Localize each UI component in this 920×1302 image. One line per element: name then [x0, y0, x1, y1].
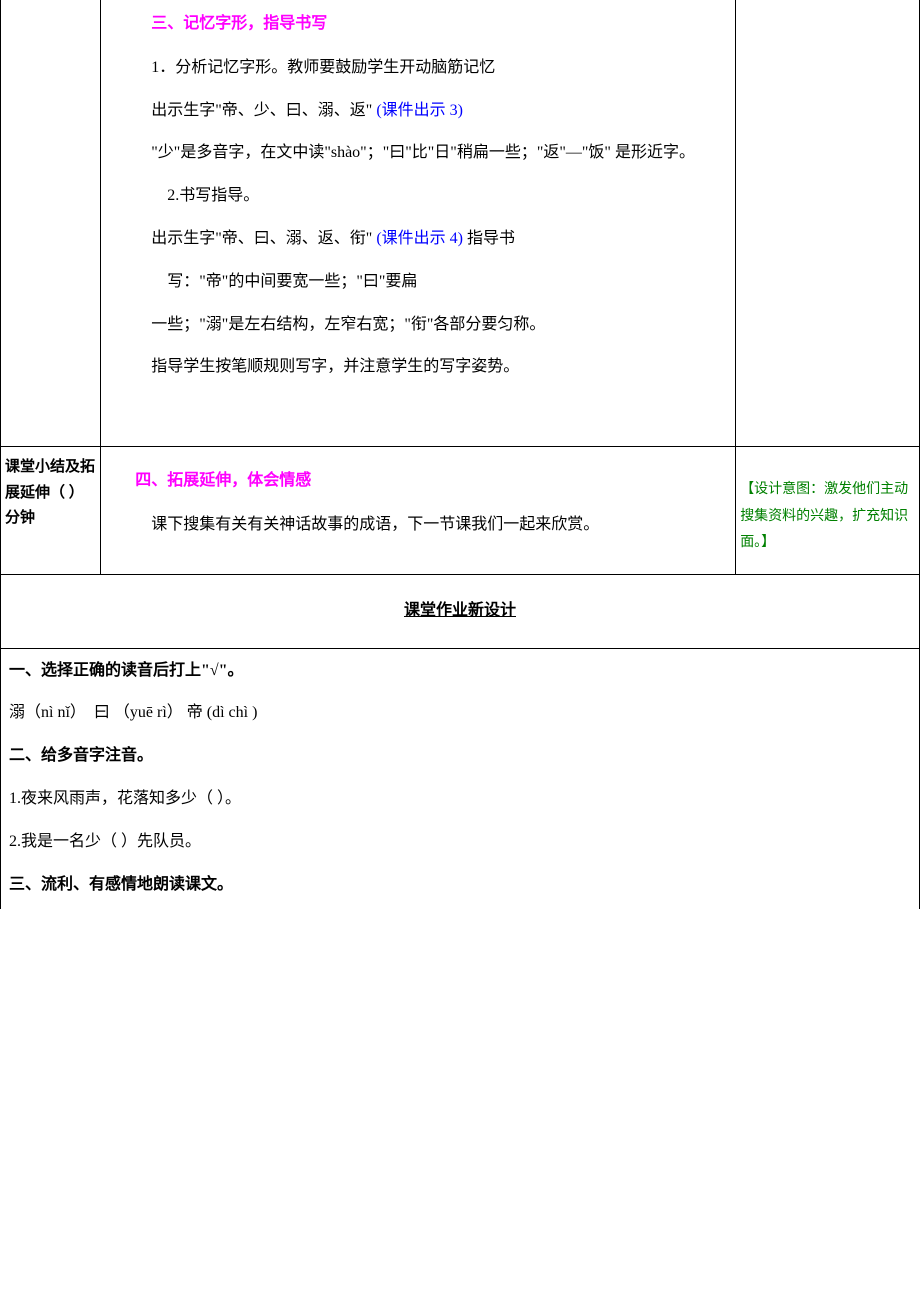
row2-right-cell: 【设计意图：激发他们主动搜集资料的兴趣，扩充知识面。】 [736, 447, 920, 575]
section3-p5: 出示生字"帝、曰、溺、返、衔" (课件出示 4) 指导书 [119, 225, 717, 254]
section3-p1: 1．分析记忆字形。教师要鼓励学生开动脑筋记忆 [119, 54, 717, 83]
homework-q2-line2: 2.我是一名少（ ）先队员。 [9, 828, 911, 857]
homework-q3-title: 三、流利、有感情地朗读课文。 [9, 871, 911, 900]
section3-p2: 出示生字"帝、少、曰、溺、返" (课件出示 3) [119, 97, 717, 126]
section3-p3: "少"是多音字，在文中读"shào"；"曰"比"日"稍扁一些；"返"—"饭" 是… [119, 139, 717, 168]
lesson-plan-table: 三、记忆字形，指导书写 1．分析记忆字形。教师要鼓励学生开动脑筋记忆 出示生字"… [0, 0, 920, 909]
row2-left-cell: 课堂小结及拓展延伸（ ）分钟 [1, 447, 101, 575]
section4-title: 四、拓展延伸，体会情感 [119, 467, 717, 496]
homework-q2-line1: 1.夜来风雨声，花落知多少（ ）。 [9, 785, 911, 814]
homework-header: 课堂作业新设计 [5, 583, 915, 640]
section3-p7: 指导学生按笔顺规则写字，并注意学生的写字姿势。 [119, 353, 717, 382]
row1-right-cell [736, 0, 920, 447]
courseware-ref-3: (课件出示 3) [376, 102, 463, 119]
courseware-ref-4: (课件出示 4) [376, 230, 463, 247]
section3-p4: 2.书写指导。 [119, 182, 717, 211]
row1-left-cell [1, 0, 101, 447]
section3-p5-text: 出示生字"帝、曰、溺、返、衔" [151, 230, 376, 247]
row2-middle-cell: 四、拓展延伸，体会情感 课下搜集有关有关神话故事的成语，下一节课我们一起来欣赏。 [101, 447, 736, 575]
homework-header-cell: 课堂作业新设计 [1, 574, 920, 648]
section3-p5-line2: 写："帝"的中间要宽一些；"曰"要扁 [119, 268, 717, 297]
homework-content-cell: 一、选择正确的读音后打上"√"。 溺（nì nǐ） 曰 （yuē rì） 帝 (… [1, 648, 920, 909]
homework-q1-title: 一、选择正确的读音后打上"√"。 [9, 657, 911, 686]
row1-middle-cell: 三、记忆字形，指导书写 1．分析记忆字形。教师要鼓励学生开动脑筋记忆 出示生字"… [101, 0, 736, 447]
section3-p2-text: 出示生字"帝、少、曰、溺、返" [151, 102, 372, 119]
section3-p6: 一些；"溺"是左右结构，左窄右宽；"衔"各部分要匀称。 [119, 311, 717, 340]
section4-p1: 课下搜集有关有关神话故事的成语，下一节课我们一起来欣赏。 [119, 511, 717, 540]
homework-q2-title: 二、给多音字注音。 [9, 742, 911, 771]
class-summary-label: 课堂小结及拓展延伸（ ）分钟 [5, 455, 96, 532]
section3-p5-after: 指导书 [467, 230, 515, 247]
design-intent-text: 【设计意图：激发他们主动搜集资料的兴趣，扩充知识面。】 [740, 477, 915, 557]
homework-q1-line: 溺（nì nǐ） 曰 （yuē rì） 帝 (dì chì ) [9, 699, 911, 728]
section3-title: 三、记忆字形，指导书写 [119, 10, 717, 39]
spacer [119, 396, 717, 436]
